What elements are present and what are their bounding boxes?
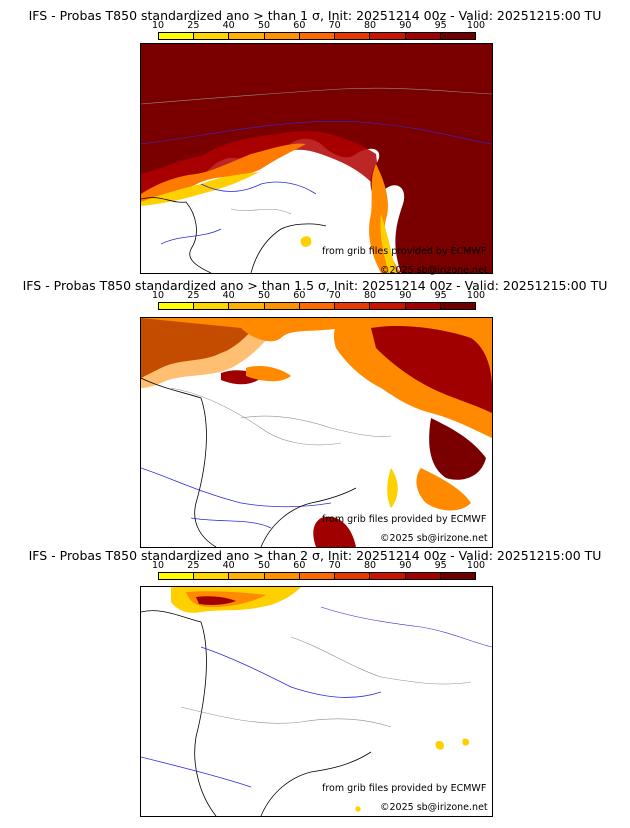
scale-segment [299, 573, 336, 579]
scale-tick-label: 80 [363, 290, 377, 301]
scale-tick-label: 25 [187, 290, 200, 301]
map-graphic [141, 318, 492, 547]
scale-tick-label: 60 [293, 20, 306, 31]
scale-segment [264, 33, 300, 39]
scale-segment [405, 573, 441, 579]
source-credit: from grib files provided by ECMWF [322, 246, 487, 257]
panel-title: IFS - Probas T850 standardized ano > tha… [28, 8, 602, 23]
scale-tick-label: 90 [399, 290, 412, 301]
scale-tick-label: 100 [466, 560, 486, 571]
scale-tick-label: 10 [151, 290, 165, 301]
scale-segment [229, 573, 265, 579]
scale-segment [194, 33, 230, 39]
scale-segment [440, 33, 475, 39]
scale-segment [335, 573, 371, 579]
scale-tick-label: 60 [293, 560, 306, 571]
scale-tick-label: 50 [257, 290, 271, 301]
source-credit: from grib files provided by ECMWF [322, 514, 487, 525]
scale-segment [440, 303, 475, 309]
scale-segment [159, 303, 195, 309]
copyright-credit: ©2025 sb@irizone.net [380, 265, 488, 276]
color-scale [158, 572, 476, 580]
copyright-credit: ©2025 sb@irizone.net [380, 802, 488, 813]
scale-tick-label: 10 [151, 20, 165, 31]
scale-tick-label: 80 [363, 20, 377, 31]
panel-title: IFS - Probas T850 standardized ano > tha… [22, 278, 608, 293]
scale-tick-label: 40 [222, 290, 235, 301]
scale-segment [370, 573, 406, 579]
scale-segment [335, 303, 371, 309]
panel-title: IFS - Probas T850 standardized ano > tha… [28, 548, 602, 563]
scale-segment [229, 33, 265, 39]
color-scale [158, 302, 476, 310]
scale-segment [159, 33, 195, 39]
scale-segment [159, 573, 195, 579]
scale-segment [440, 573, 475, 579]
scale-tick-label: 80 [363, 560, 377, 571]
scale-segment [370, 33, 406, 39]
scale-segment [264, 573, 300, 579]
scale-segment [405, 33, 441, 39]
scale-tick-label: 60 [293, 290, 306, 301]
scale-segment [194, 303, 230, 309]
scale-segment [405, 303, 441, 309]
color-scale [158, 32, 476, 40]
scale-segment [299, 33, 336, 39]
scale-segment [264, 303, 300, 309]
scale-segment [335, 33, 371, 39]
scale-segment [194, 573, 230, 579]
scale-tick-label: 70 [328, 560, 341, 571]
probability-map [140, 317, 493, 548]
scale-tick-label: 70 [328, 20, 341, 31]
scale-tick-label: 25 [187, 20, 200, 31]
scale-ticks: 10 25 40 50 60 70 80 90 95 100 [152, 560, 485, 571]
scale-tick-label: 100 [466, 20, 486, 31]
map-graphic [141, 587, 492, 816]
source-credit: from grib files provided by ECMWF [322, 783, 487, 794]
scale-tick-label: 70 [328, 290, 341, 301]
scale-tick-label: 25 [187, 560, 200, 571]
scale-ticks: 10 25 40 50 60 70 80 90 95 100 [152, 290, 485, 301]
scale-tick-label: 95 [434, 290, 447, 301]
scale-tick-label: 95 [434, 20, 447, 31]
probability-map [140, 43, 493, 274]
scale-segment [299, 303, 336, 309]
scale-tick-label: 90 [399, 20, 412, 31]
scale-segment [229, 303, 265, 309]
scale-tick-label: 95 [434, 560, 447, 571]
scale-tick-label: 50 [257, 20, 271, 31]
scale-tick-label: 50 [257, 560, 271, 571]
scale-tick-label: 10 [151, 560, 165, 571]
scale-ticks: 10 25 40 50 60 70 80 90 95 100 [152, 20, 485, 31]
scale-tick-label: 90 [399, 560, 412, 571]
probability-map [140, 586, 493, 817]
scale-tick-label: 40 [222, 20, 235, 31]
scale-tick-label: 40 [222, 560, 235, 571]
map-graphic [141, 44, 492, 273]
copyright-credit: ©2025 sb@irizone.net [380, 533, 488, 544]
scale-tick-label: 100 [466, 290, 486, 301]
scale-segment [370, 303, 406, 309]
